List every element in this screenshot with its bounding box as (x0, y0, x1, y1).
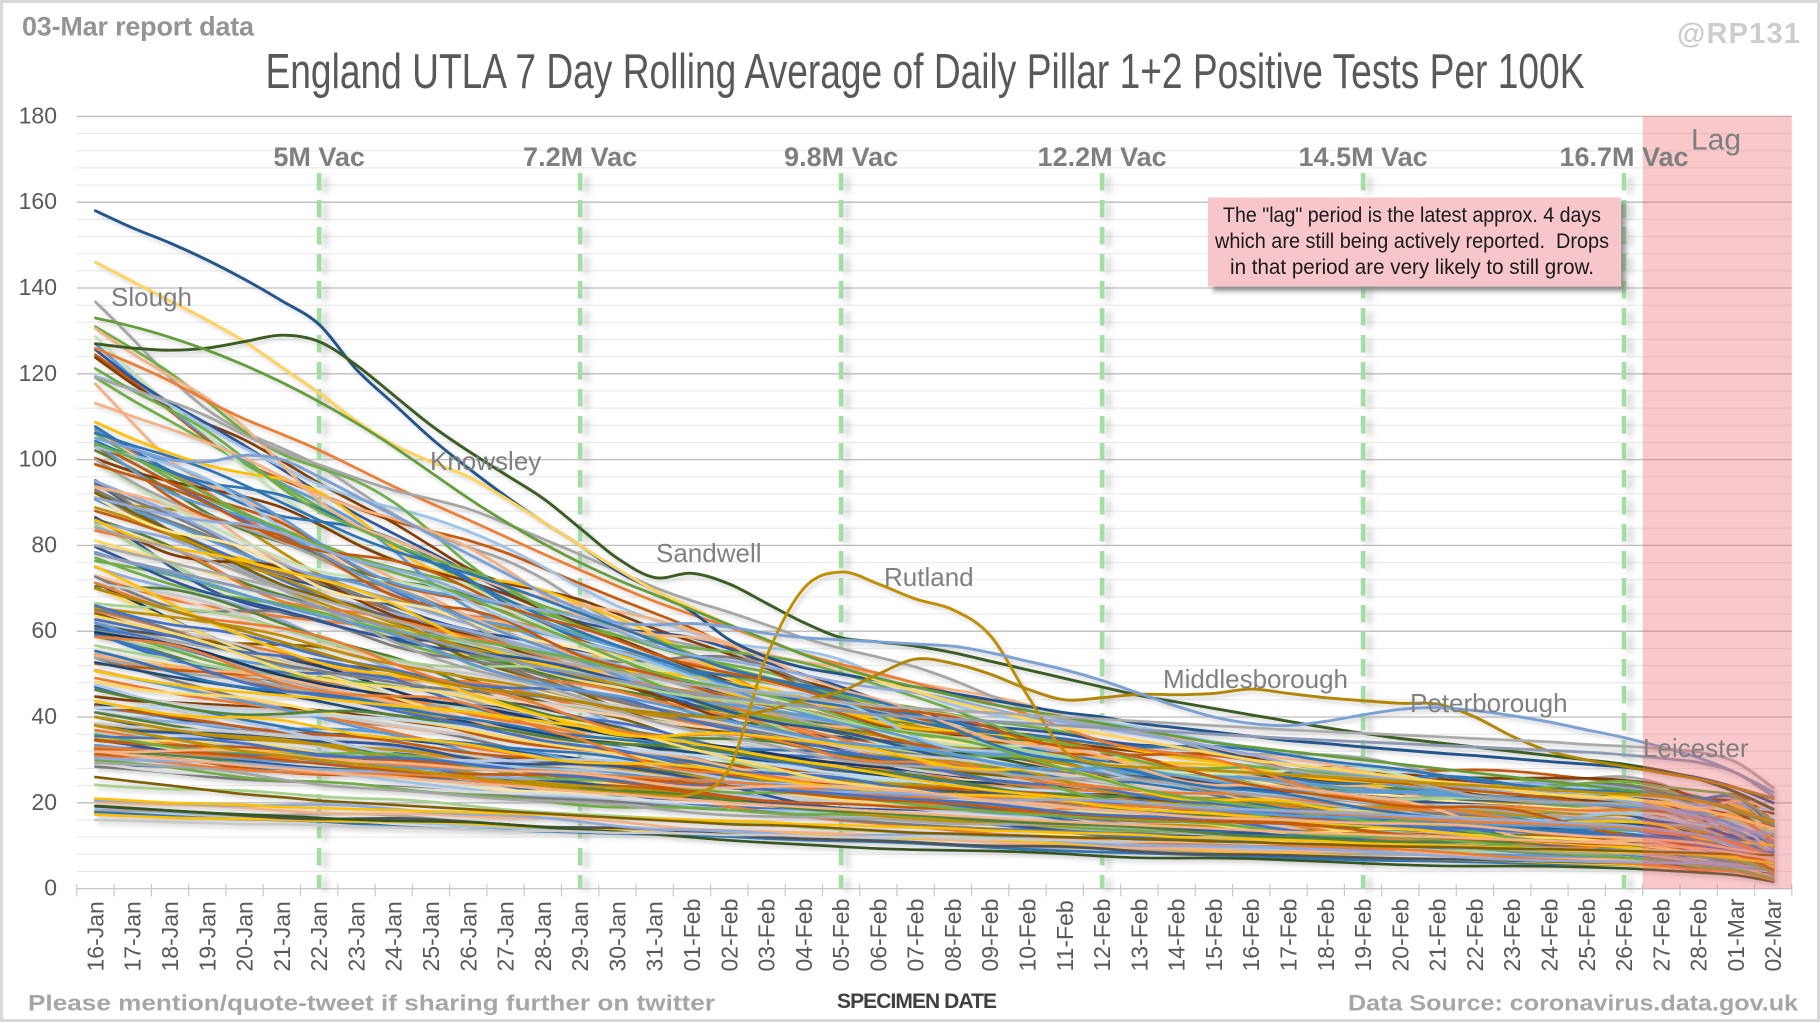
svg-text:16.7M Vac: 16.7M Vac (1559, 142, 1688, 172)
svg-text:12-Feb: 12-Feb (1089, 899, 1115, 972)
svg-text:in that period are very likely: in that period are very likely to still … (1230, 255, 1594, 279)
svg-text:14-Feb: 14-Feb (1164, 899, 1190, 972)
svg-text:England UTLA 7 Day Rolling Ave: England UTLA 7 Day Rolling Average of Da… (266, 45, 1585, 99)
svg-text:14.5M Vac: 14.5M Vac (1299, 142, 1428, 172)
svg-text:180: 180 (19, 102, 57, 128)
svg-text:0: 0 (44, 875, 57, 901)
svg-text:20-Jan: 20-Jan (232, 901, 258, 971)
svg-text:02-Mar: 02-Mar (1760, 898, 1786, 971)
svg-text:03-Mar report data: 03-Mar report data (22, 12, 255, 42)
svg-text:Slough: Slough (111, 282, 192, 312)
svg-text:12.2M Vac: 12.2M Vac (1038, 142, 1167, 172)
svg-text:24-Feb: 24-Feb (1537, 899, 1563, 972)
svg-text:140: 140 (19, 274, 57, 300)
svg-text:31-Jan: 31-Jan (642, 901, 668, 971)
svg-text:15-Feb: 15-Feb (1201, 899, 1227, 972)
svg-text:25-Jan: 25-Jan (418, 901, 444, 971)
svg-text:01-Feb: 01-Feb (679, 899, 705, 972)
svg-text:23-Feb: 23-Feb (1499, 899, 1525, 972)
svg-text:5M Vac: 5M Vac (273, 142, 365, 172)
svg-text:01-Mar: 01-Mar (1723, 898, 1749, 971)
svg-text:22-Feb: 22-Feb (1462, 899, 1488, 972)
svg-text:28-Jan: 28-Jan (530, 901, 556, 971)
svg-text:Data Source: coronavirus.data.: Data Source: coronavirus.data.gov.uk (1348, 991, 1799, 1016)
svg-text:18-Jan: 18-Jan (157, 901, 183, 971)
svg-text:28-Feb: 28-Feb (1686, 899, 1712, 972)
svg-text:11-Feb: 11-Feb (1052, 900, 1078, 971)
svg-text:13-Feb: 13-Feb (1126, 899, 1152, 972)
svg-text:Peterborough: Peterborough (1410, 688, 1568, 718)
svg-text:16-Feb: 16-Feb (1238, 899, 1264, 972)
svg-text:Rutland: Rutland (884, 562, 974, 592)
svg-text:The "lag" period is the latest: The "lag" period is the latest approx. 4… (1223, 203, 1601, 227)
svg-text:160: 160 (19, 188, 57, 214)
svg-text:07-Feb: 07-Feb (903, 899, 929, 972)
svg-text:08-Feb: 08-Feb (940, 899, 966, 972)
svg-text:10-Feb: 10-Feb (1015, 899, 1041, 972)
svg-text:Please mention/quote-tweet if: Please mention/quote-tweet if sharing fu… (28, 991, 716, 1016)
svg-text:20-Feb: 20-Feb (1387, 899, 1413, 972)
svg-text:80: 80 (31, 531, 57, 557)
svg-text:17-Feb: 17-Feb (1276, 899, 1302, 972)
svg-text:25-Feb: 25-Feb (1574, 899, 1600, 972)
svg-text:9.8M Vac: 9.8M Vac (784, 142, 898, 172)
svg-text:02-Feb: 02-Feb (716, 899, 742, 972)
svg-text:26-Feb: 26-Feb (1611, 899, 1637, 972)
svg-text:23-Jan: 23-Jan (343, 901, 369, 971)
svg-text:120: 120 (19, 360, 57, 386)
svg-text:27-Jan: 27-Jan (493, 901, 519, 971)
svg-text:@RP131: @RP131 (1677, 18, 1800, 50)
svg-text:30-Jan: 30-Jan (604, 901, 630, 971)
svg-text:03-Feb: 03-Feb (754, 899, 780, 972)
svg-text:06-Feb: 06-Feb (865, 899, 891, 972)
svg-text:SPECIMEN DATE: SPECIMEN DATE (837, 990, 997, 1013)
svg-text:19-Jan: 19-Jan (194, 901, 220, 971)
svg-text:Lag: Lag (1691, 124, 1741, 157)
svg-text:04-Feb: 04-Feb (791, 899, 817, 972)
svg-text:19-Feb: 19-Feb (1350, 899, 1376, 972)
svg-text:Sandwell: Sandwell (656, 538, 762, 568)
svg-text:18-Feb: 18-Feb (1313, 899, 1339, 972)
svg-text:22-Jan: 22-Jan (306, 901, 332, 971)
svg-text:Leicester: Leicester (1643, 733, 1749, 763)
svg-text:which are still being actively: which are still being actively reported.… (1214, 229, 1609, 253)
svg-text:05-Feb: 05-Feb (828, 899, 854, 972)
svg-text:17-Jan: 17-Jan (120, 901, 146, 971)
svg-text:26-Jan: 26-Jan (455, 901, 481, 971)
svg-text:29-Jan: 29-Jan (567, 901, 593, 971)
svg-text:100: 100 (19, 446, 57, 472)
svg-text:09-Feb: 09-Feb (977, 899, 1003, 972)
svg-text:27-Feb: 27-Feb (1648, 899, 1674, 972)
svg-text:16-Jan: 16-Jan (82, 901, 108, 971)
svg-text:21-Feb: 21-Feb (1425, 899, 1451, 972)
svg-text:21-Jan: 21-Jan (269, 901, 295, 971)
svg-text:20: 20 (31, 789, 57, 815)
svg-text:Knowsley: Knowsley (430, 446, 541, 476)
svg-text:40: 40 (31, 703, 57, 729)
svg-text:7.2M Vac: 7.2M Vac (523, 142, 637, 172)
svg-text:24-Jan: 24-Jan (381, 901, 407, 971)
svg-text:60: 60 (31, 617, 57, 643)
svg-text:Middlesborough: Middlesborough (1163, 664, 1348, 694)
